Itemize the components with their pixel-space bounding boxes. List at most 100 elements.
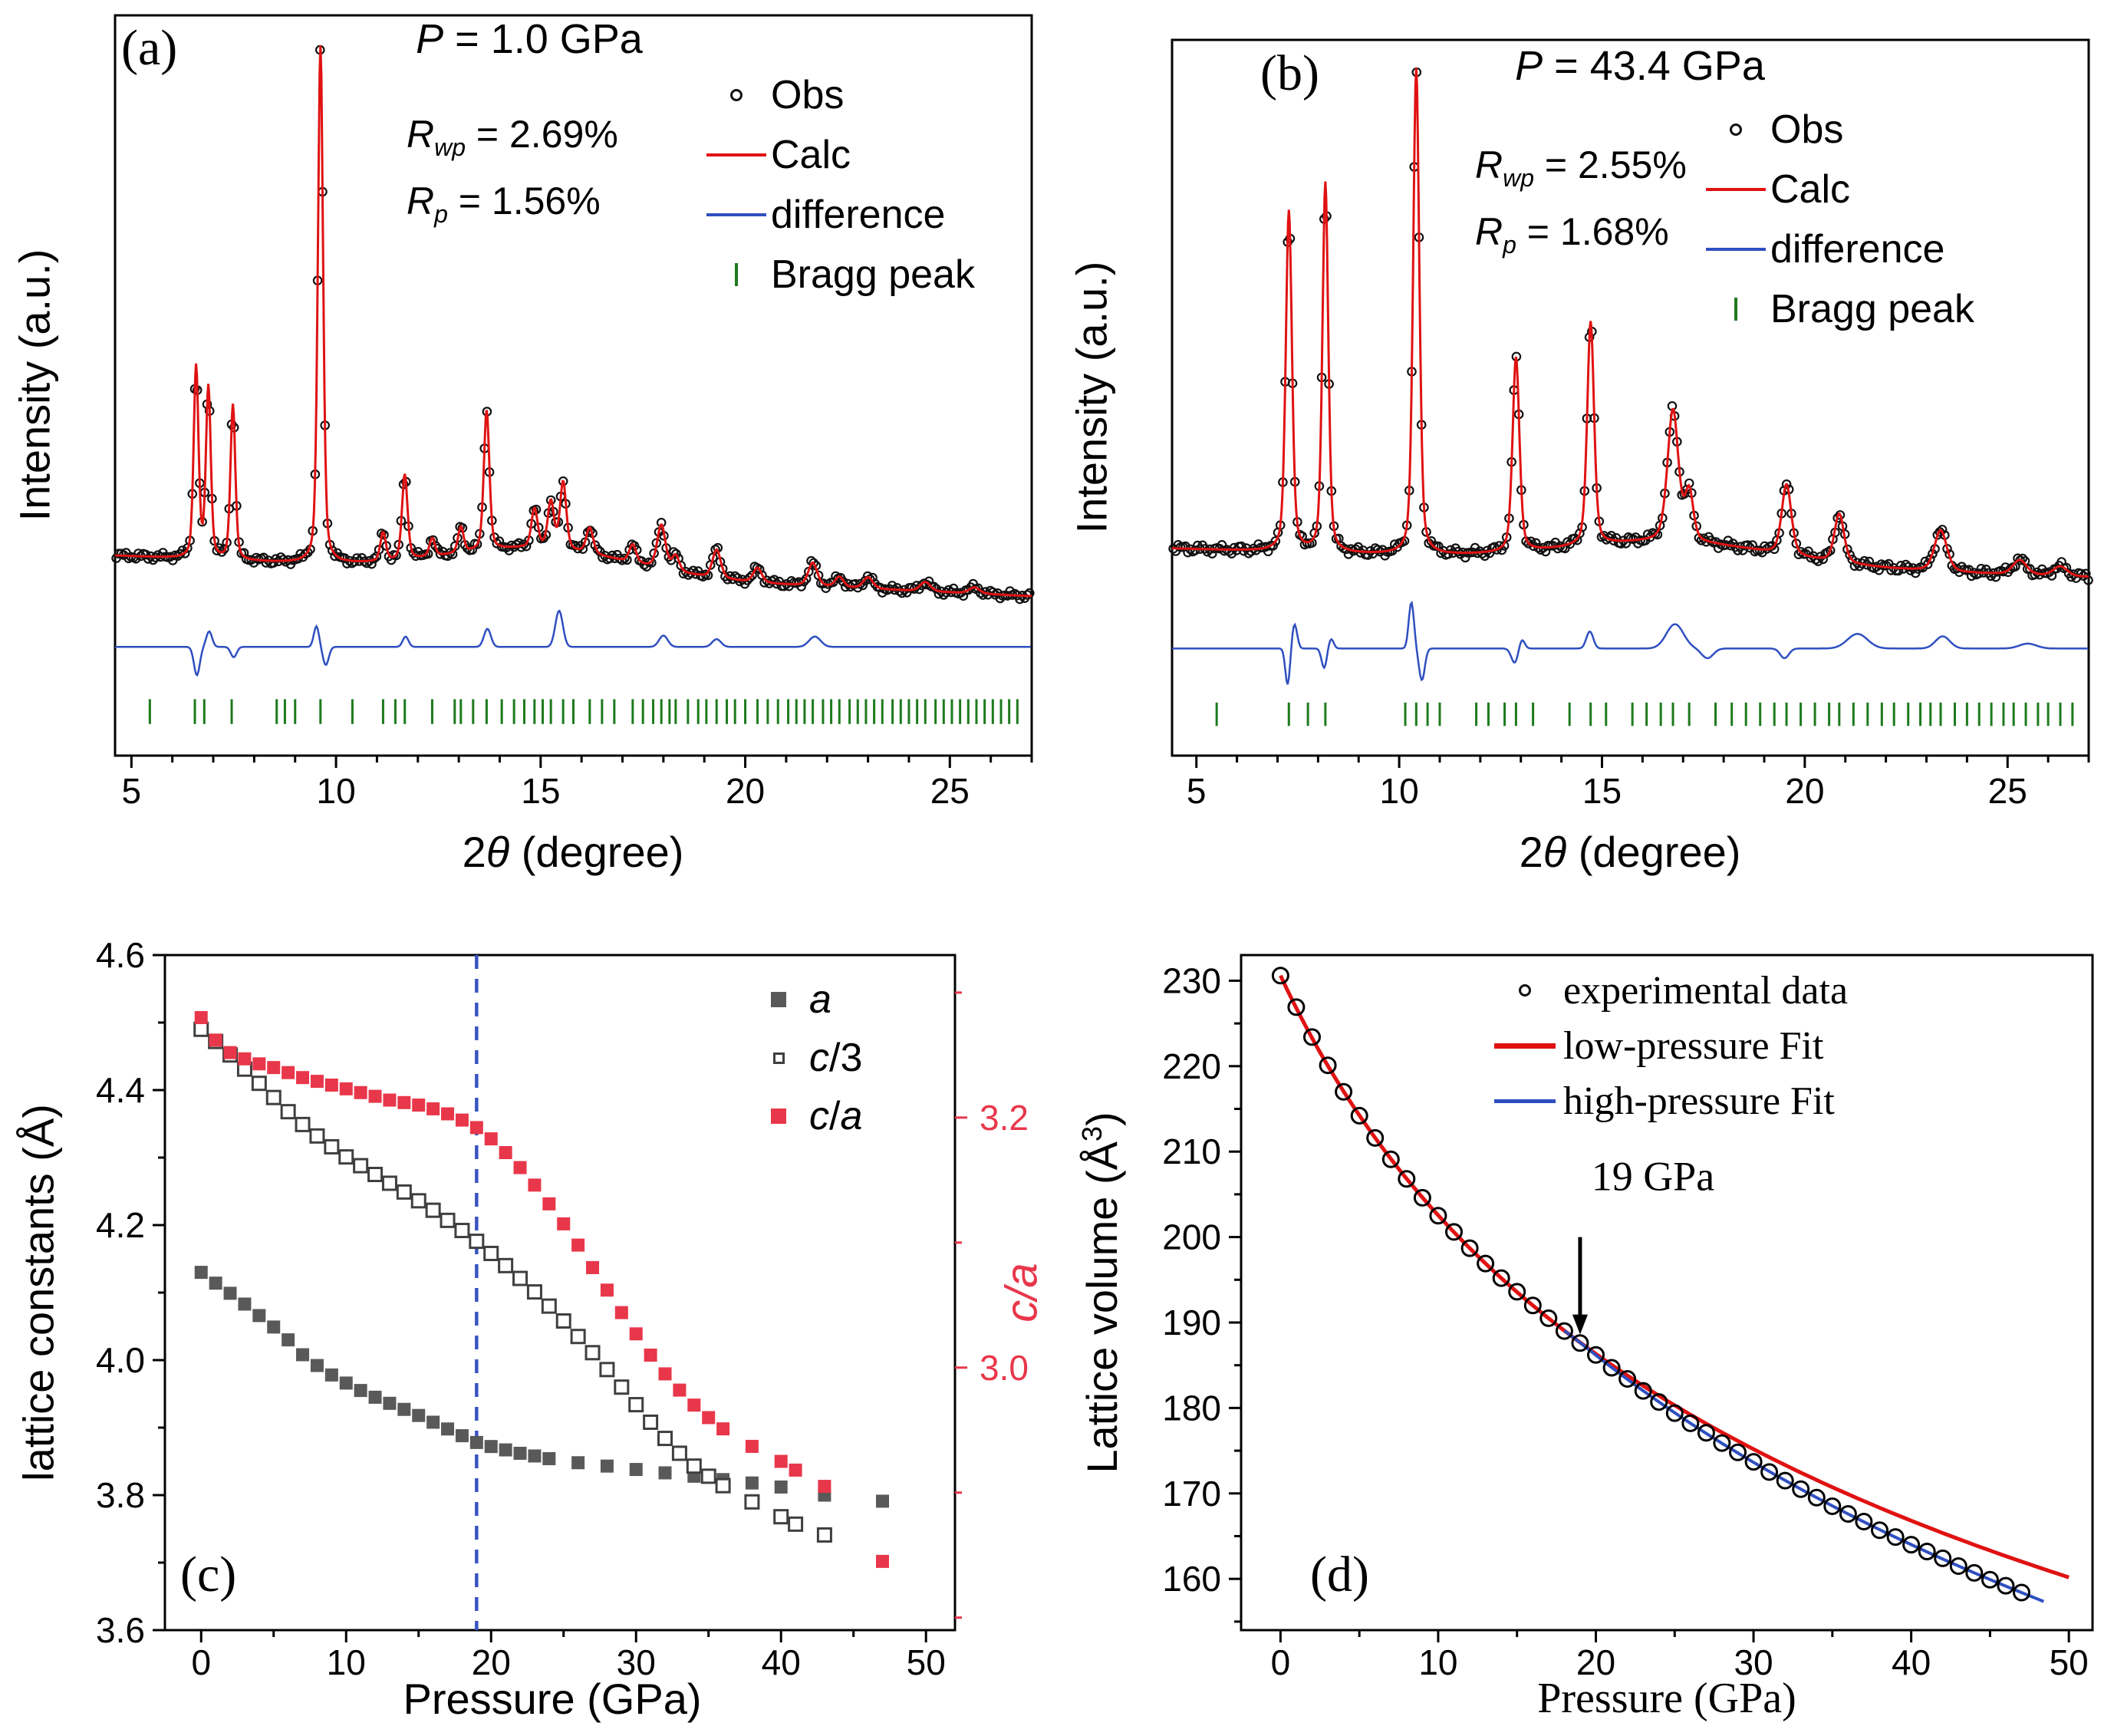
legend-label-obs: Obs	[771, 73, 845, 117]
rp-value: Rp = 1.68%	[1475, 210, 1669, 259]
x-axis-ticks	[130, 756, 1033, 768]
right-axis-ticks	[955, 991, 967, 1619]
x-axis-ticks	[1195, 756, 2090, 768]
difference-curve	[1172, 600, 2089, 685]
panel-a-ylabel: Intensity (a.u.)	[10, 249, 59, 522]
panel-a-title: P = 1.0 GPa	[330, 15, 729, 63]
rp-value: Rp = 1.56%	[407, 180, 601, 228]
pressure-value: = 1.0 GPa	[443, 16, 643, 62]
panel-d-ylabel: Lattice volume (Å3)	[1076, 1112, 1126, 1474]
svg-text:4.0: 4.0	[96, 1340, 145, 1380]
obs-marker-icon	[730, 89, 743, 101]
svg-text:20: 20	[726, 771, 765, 811]
lattice-volume-chart: 0 10 20 30 40 50 160 170 180 190 200 210 220 230 19 GP…	[1162, 954, 2094, 1682]
svg-text:25: 25	[1988, 771, 2027, 811]
svg-text:50: 50	[2050, 1642, 2089, 1682]
panel-b-legend: Obs Calc difference Bragg peak	[1701, 100, 1974, 339]
high-pressure-fit-curve	[1563, 1329, 2045, 1603]
svg-text:20: 20	[1576, 1642, 1615, 1682]
x-axis-tick-labels: 0 10 20 30 40 50	[1271, 1642, 2089, 1682]
c3-square-icon	[772, 1052, 785, 1064]
svg-text:190: 190	[1162, 1303, 1221, 1342]
panel-c-xlabel: Pressure (GPa)	[403, 1675, 702, 1723]
svg-text:15: 15	[521, 771, 560, 811]
svg-text:3.2: 3.2	[980, 1098, 1029, 1138]
svg-text:220: 220	[1162, 1046, 1221, 1086]
bragg-peak-ticks	[148, 699, 1019, 724]
rwp-value: Rwp = 2.69%	[407, 113, 618, 161]
panel-c-tag: (c)	[180, 1547, 237, 1603]
y-axis-ticks	[1229, 979, 1241, 1623]
panel-b-rfactors: Rwp = 2.55% Rp = 1.68%	[1475, 138, 1687, 272]
difference-line-icon	[706, 213, 766, 216]
panel-a-xlabel: 2θ (degree)	[462, 828, 684, 876]
legend-label-bragg: Bragg peak	[1770, 287, 1974, 331]
svg-text:19 GPa: 19 GPa	[1592, 1153, 1715, 1199]
svg-text:0: 0	[191, 1642, 211, 1682]
panel-b-tag: (b)	[1260, 45, 1319, 101]
x-axis-tick-labels: 5 10 15 20 25	[122, 771, 970, 811]
panel-d-tag: (d)	[1310, 1547, 1369, 1603]
legend-label-obs: Obs	[1770, 107, 1844, 152]
svg-text:180: 180	[1162, 1388, 1221, 1428]
svg-text:30: 30	[1734, 1642, 1773, 1682]
experimental-marker-icon	[1519, 984, 1531, 996]
plot-frame	[114, 14, 1033, 757]
panel-a: 5 10 15 20 25 (a) P = 1.0 GPa Rwp = 2.69% Rp…	[0, 0, 1057, 890]
bragg-peak-ticks	[1215, 702, 2074, 726]
right-axis-tick-labels: 3.0 3.2	[980, 1098, 1029, 1388]
xrd-chart-b: 5 10 15 20 25	[1168, 38, 2093, 811]
panel-c-right-ylabel: c/a	[996, 1263, 1047, 1323]
bragg-tick-icon	[1734, 298, 1737, 321]
series-c3-points	[193, 1021, 832, 1543]
legend-label-difference: difference	[1770, 227, 1945, 272]
svg-text:4.2: 4.2	[96, 1205, 145, 1245]
legend-label-experimental: experimental data	[1563, 968, 1849, 1013]
y-axis-ticks	[153, 954, 165, 1632]
series-ca-points	[194, 1010, 890, 1568]
difference-curve	[115, 609, 1031, 677]
svg-text:10: 10	[316, 771, 355, 811]
panel-a-rfactors: Rwp = 2.69% Rp = 1.56%	[407, 107, 618, 241]
series-a-points	[194, 1266, 890, 1508]
svg-text:230: 230	[1162, 960, 1221, 1000]
svg-text:25: 25	[930, 771, 970, 811]
svg-text:40: 40	[1892, 1642, 1931, 1682]
legend-label-bragg: Bragg peak	[771, 252, 975, 297]
svg-text:30: 30	[617, 1642, 656, 1682]
lattice-constants-chart: 0 10 20 30 40 50 3.6 3.8 4.0 4.2 4.4 4.6 3.0 3.2	[96, 935, 1029, 1682]
experimental-points	[1271, 967, 2030, 1602]
plot-frame	[1171, 38, 2090, 757]
svg-text:170: 170	[1162, 1474, 1221, 1514]
panel-b-title: P = 43.4 GPa	[1441, 42, 1839, 90]
legend-label-high-fit: high-pressure Fit	[1563, 1079, 1835, 1123]
panel-c: 0 10 20 30 40 50 3.6 3.8 4.0 4.2 4.4 4.6 3.0 3.2 (c) …	[0, 890, 1057, 1736]
x-axis-ticks	[199, 1630, 927, 1642]
svg-text:50: 50	[907, 1642, 946, 1682]
plot-frame	[1240, 954, 2094, 1632]
pressure-value: = 43.4 GPa	[1543, 43, 1765, 89]
svg-text:10: 10	[1418, 1642, 1457, 1682]
svg-text:10: 10	[1380, 771, 1419, 811]
svg-text:3.8: 3.8	[96, 1475, 145, 1515]
calc-line-icon	[1706, 188, 1766, 191]
svg-text:200: 200	[1162, 1217, 1221, 1257]
panel-a-legend: Obs Calc difference Bragg peak	[702, 65, 975, 305]
svg-text:15: 15	[1582, 771, 1622, 811]
panel-d-xlabel: Pressure (GPa)	[1537, 1675, 1796, 1722]
panel-b-ylabel: Intensity (a.u.)	[1067, 261, 1116, 534]
legend-label-ca: c/a	[809, 1094, 863, 1138]
svg-text:5: 5	[122, 771, 142, 811]
calc-line-icon	[706, 153, 766, 156]
x-axis-tick-labels: 5 10 15 20 25	[1187, 771, 2027, 811]
svg-text:5: 5	[1187, 771, 1207, 811]
obs-marker-icon	[1730, 124, 1742, 136]
annotation-19gpa: 19 GPa	[1572, 1153, 1715, 1335]
svg-text:4.6: 4.6	[96, 935, 145, 975]
calc-curve	[1172, 68, 2089, 578]
svg-text:40: 40	[762, 1642, 801, 1682]
svg-text:3.0: 3.0	[980, 1348, 1029, 1388]
svg-text:10: 10	[327, 1642, 366, 1682]
legend-label-calc: Calc	[1770, 167, 1851, 212]
